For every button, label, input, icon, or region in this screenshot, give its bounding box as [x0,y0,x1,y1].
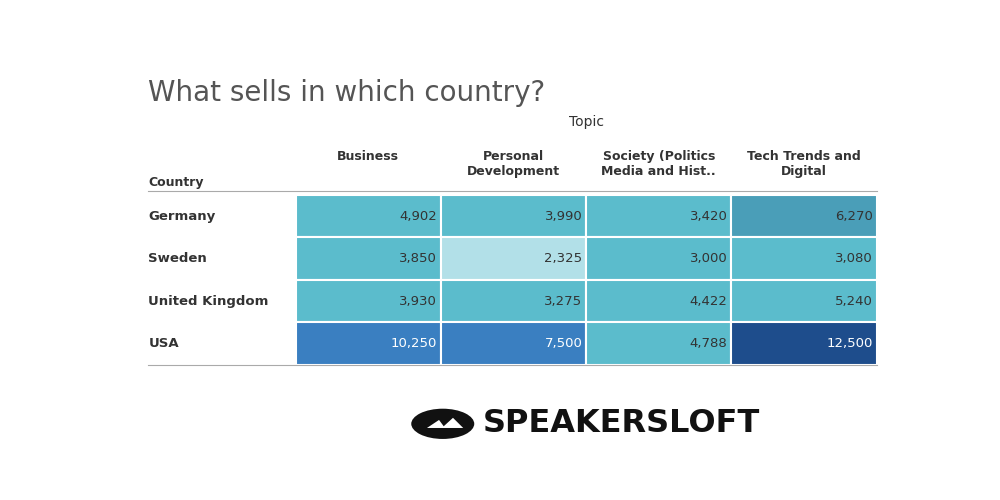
FancyBboxPatch shape [586,322,731,365]
FancyBboxPatch shape [586,280,731,322]
Text: 5,240: 5,240 [835,294,873,308]
FancyBboxPatch shape [441,238,586,280]
FancyBboxPatch shape [296,280,441,322]
FancyBboxPatch shape [441,322,586,365]
Text: 3,930: 3,930 [399,294,437,308]
Circle shape [410,408,475,440]
Text: SPEAKERSLOFT: SPEAKERSLOFT [483,408,760,440]
Text: USA: USA [148,337,179,350]
Text: Society (Politics
Media and Hist..: Society (Politics Media and Hist.. [601,150,716,178]
Text: 10,250: 10,250 [391,337,437,350]
FancyBboxPatch shape [586,195,731,238]
FancyBboxPatch shape [586,238,731,280]
Text: 4,788: 4,788 [690,337,728,350]
Text: 3,990: 3,990 [544,210,582,222]
FancyBboxPatch shape [296,195,441,238]
Text: 7,500: 7,500 [544,337,582,350]
Text: 3,000: 3,000 [690,252,728,265]
FancyBboxPatch shape [441,195,586,238]
Text: 6,270: 6,270 [835,210,873,222]
Text: 4,422: 4,422 [690,294,728,308]
FancyBboxPatch shape [731,195,877,238]
FancyBboxPatch shape [731,280,877,322]
Polygon shape [442,418,463,428]
Text: Business: Business [337,150,399,164]
Text: Tech Trends and
Digital: Tech Trends and Digital [747,150,861,178]
FancyBboxPatch shape [441,280,586,322]
Text: 12,500: 12,500 [826,337,873,350]
FancyBboxPatch shape [731,238,877,280]
Text: Sweden: Sweden [148,252,207,265]
Text: United Kingdom: United Kingdom [148,294,269,308]
Text: 3,275: 3,275 [544,294,582,308]
Text: Germany: Germany [148,210,216,222]
Text: Country: Country [148,176,204,189]
Polygon shape [427,420,445,428]
Text: 3,850: 3,850 [399,252,437,265]
Text: 3,420: 3,420 [690,210,728,222]
Text: What sells in which country?: What sells in which country? [148,79,546,108]
FancyBboxPatch shape [296,322,441,365]
Text: Personal
Development: Personal Development [467,150,560,178]
Text: Topic: Topic [569,115,604,129]
FancyBboxPatch shape [731,322,877,365]
Text: 3,080: 3,080 [835,252,873,265]
FancyBboxPatch shape [296,238,441,280]
Text: 4,902: 4,902 [399,210,437,222]
Text: 2,325: 2,325 [544,252,582,265]
